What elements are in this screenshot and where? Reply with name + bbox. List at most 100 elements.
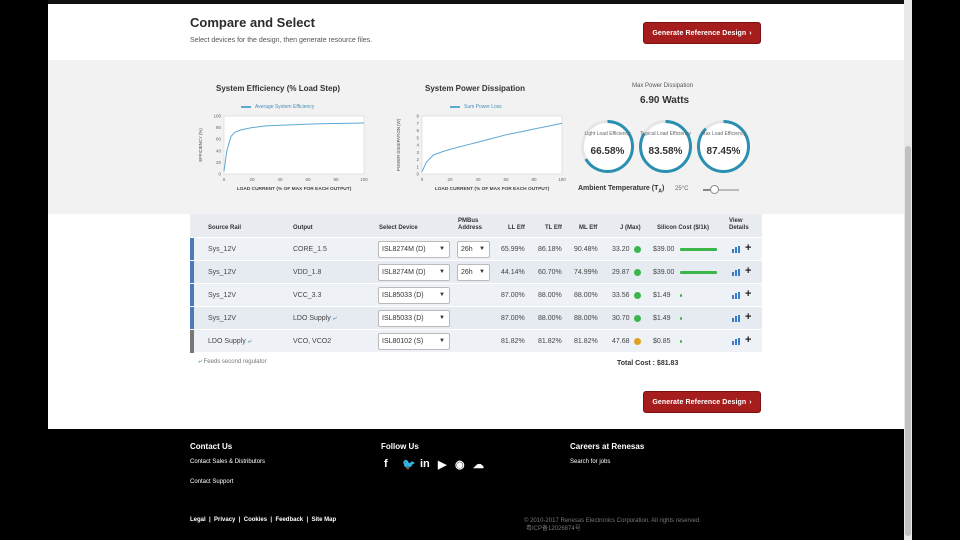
icp-text: 粤ICP备12026874号 [526,526,581,532]
footer-contact-sales-link[interactable]: Contact Sales & Distributors [190,459,266,465]
bar-chart-icon[interactable] [732,338,741,345]
j-status-dot [634,315,641,322]
cell-tl-eff: 88.00% [538,315,562,322]
max-load-gauge: Max Load Efficiency 87.45% [696,119,751,174]
bar-chart-icon[interactable] [732,246,741,253]
plus-icon[interactable]: + [745,265,752,277]
cell-ll-eff: 65.99% [501,246,525,253]
footer-contact-support-link[interactable]: Contact Support [190,479,234,485]
generate-button-label-bottom: Generate Reference Design [652,398,747,406]
th-source-rail: Source Rail [208,225,242,231]
power-ytick-label: 3 [416,150,419,155]
plus-icon[interactable]: + [745,242,752,254]
ambient-slider-track[interactable] [703,189,739,191]
caret-down-icon: ▼ [439,269,445,275]
footer-search-jobs-link[interactable]: Search for jobs [570,459,611,465]
th-ll-eff: LL Eff [508,225,525,231]
generate-reference-design-button-top[interactable]: Generate Reference Design › [643,22,761,44]
device-select[interactable]: ISL8274M (D) ▼ [378,264,450,281]
cell-tl-eff: 81.82% [538,338,562,345]
legal-links: Legal | Privacy | Cookies | Feedback | S… [190,517,337,523]
source-rail-text: Sys_12V [208,269,237,276]
light-load-value: 66.58% [590,146,625,157]
power-ytick-label: 2 [416,157,419,162]
max-load-gauge-ring [697,120,750,173]
page-subtitle: Select devices for the design, then gene… [190,37,373,44]
page-title: Compare and Select [190,15,315,30]
table-row: Sys_12V VCC_3.3 ISL85033 (D) ▼ 87.00% 88.00% 8… [190,283,762,307]
typical-load-gauge: Typical Load Efficiency 83.58% [638,119,693,174]
cost-bar [680,294,682,297]
typical-load-label: Typical Load Efficiency [640,131,691,137]
sitemap-link[interactable]: Site Map [311,517,337,523]
generate-reference-design-button-bottom[interactable]: Generate Reference Design › [643,391,761,413]
scrollbar-thumb[interactable] [905,146,911,536]
linkedin-icon[interactable]: in [420,458,430,470]
light-load-label: Light Load Efficiency [584,131,631,137]
device-select[interactable]: ISL8274M (D) ▼ [378,241,450,258]
cell-output: VDD_1.8 [293,269,321,276]
output-text: VCO, VCO2 [293,338,332,345]
max-power-value: 6.90 Watts [640,95,690,106]
cost-bar [680,271,717,274]
copyright-text: © 2010-2017 Renesas Electronics Corporat… [524,518,701,524]
ambient-temperature-label: Ambient Temperature (TA) [578,185,664,194]
left-margin [0,0,48,540]
feedback-link[interactable]: Feedback [275,517,304,523]
max-load-value: 87.45% [706,146,741,157]
output-text: VDD_1.8 [293,269,322,276]
source-rail-text: Sys_12V [208,315,237,322]
cell-tl-eff: 86.18% [538,246,562,253]
wechat-icon[interactable]: ☁ [473,459,484,471]
ambient-slider-knob[interactable] [709,185,719,194]
privacy-link[interactable]: Privacy [214,517,236,523]
caret-down-icon: ▼ [479,269,485,275]
row-marker [190,261,194,284]
cell-silicon-cost: $1.49 [653,315,671,322]
bar-chart-icon[interactable] [732,315,741,322]
youtube-icon[interactable]: ▶ [438,459,447,471]
efficiency-xtick-label: 80 [333,177,339,182]
efficiency-chart: 0 20 40 60 80 100 0 20 40 60 80 100 LOAD CURRENT (% … [198,114,368,193]
cell-ml-eff: 88.00% [574,315,598,322]
device-select[interactable]: ISL85033 (D) ▼ [378,310,450,327]
plus-icon[interactable]: + [745,288,752,300]
cost-bar [680,317,682,320]
ambient-label-close: ) [662,185,665,192]
copyright: © 2010-2017 Renesas Electronics Corporat… [524,517,701,533]
bar-chart-icon[interactable] [732,292,741,299]
cell-source-rail: Sys_12V [208,315,236,322]
table-footnote: ⤶ Feeds second regulator [198,358,267,366]
link-icon: ⤶ [198,358,202,365]
efficiency-xtick-label: 60 [305,177,311,182]
efficiency-ytick-label: 100 [213,114,221,119]
plus-icon[interactable]: + [745,311,752,323]
cell-output: LDO Supply ⤶ [293,315,337,323]
efficiency-ytick-label: 20 [216,160,222,165]
pmbus-select[interactable]: 26h ▼ [457,241,490,258]
device-select[interactable]: ISL80102 (S) ▼ [378,333,450,350]
twitter-icon[interactable]: 🐦 [402,459,416,471]
device-select-value: ISL85033 (D) [382,292,424,299]
efficiency-chart-title: System Efficiency (% Load Step) [216,84,341,93]
generate-button-label: Generate Reference Design [652,29,747,37]
cookies-link[interactable]: Cookies [243,517,268,523]
facebook-icon[interactable]: f [384,458,388,470]
legal-link[interactable]: Legal [190,517,206,523]
table-row: Sys_12V CORE_1.5 ISL8274M (D) ▼ 26h ▼ 65.99% 86… [190,237,762,261]
plus-icon[interactable]: + [745,334,752,346]
cell-j-max: 33.20 [612,246,630,253]
ambient-temperature-value: 25°C [675,186,689,192]
efficiency-ytick-label: 80 [216,125,222,130]
power-chart-title: System Power Dissipation [425,84,526,93]
weibo-icon[interactable]: ◉ [455,459,465,471]
bar-chart-icon[interactable] [732,269,741,276]
power-ytick-label: 6 [416,128,419,133]
pmbus-select-value: 26h [461,246,473,253]
device-select[interactable]: ISL85033 (D) ▼ [378,287,450,304]
pmbus-select[interactable]: 26h ▼ [457,264,490,281]
power-x-axis-label: LOAD CURRENT (% OF MAX FOR EACH OUTPUT) [435,186,550,192]
efficiency-xtick-label: 0 [223,177,226,182]
th-tl-eff: TL Eff [545,225,562,231]
